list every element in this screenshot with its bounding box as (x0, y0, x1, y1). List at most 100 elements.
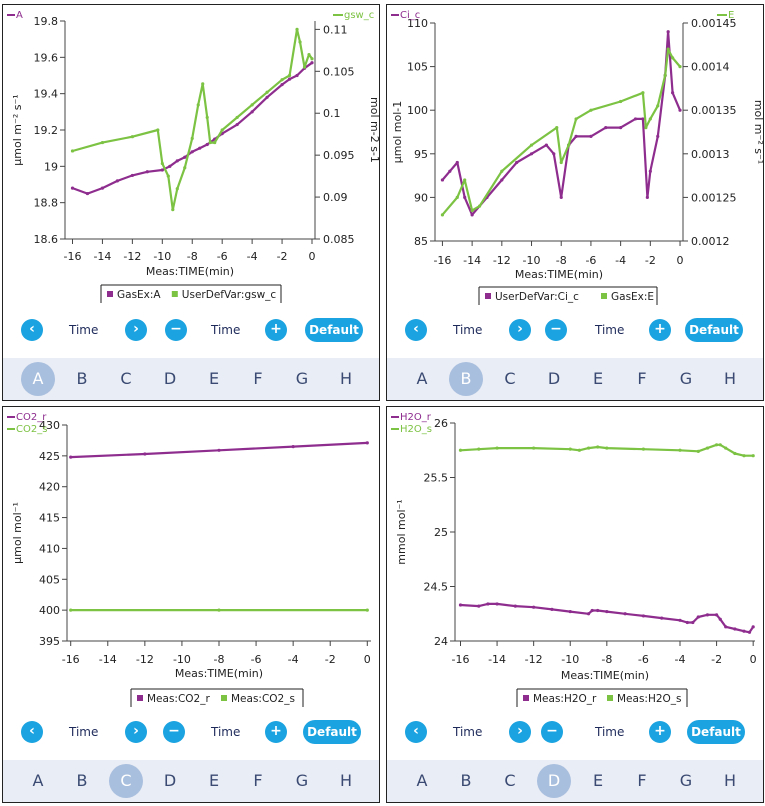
next-button[interactable]: › (125, 721, 147, 743)
data-point (69, 608, 73, 612)
y-axis-title-left: μmol m⁻² s⁻¹ (11, 94, 24, 165)
data-point (751, 454, 755, 458)
data-point (550, 607, 554, 611)
zoom-out-button[interactable]: − (163, 721, 185, 743)
next-button[interactable]: › (125, 319, 147, 341)
right-axis-label[interactable]: Time (595, 323, 625, 337)
tab-b[interactable]: B (449, 362, 483, 396)
y-tick-label-left: 410 (39, 542, 60, 555)
x-tick-label: -10 (173, 653, 191, 666)
tab-f[interactable]: F (253, 369, 263, 388)
x-tick-label: -14 (93, 250, 111, 263)
data-point (596, 445, 600, 449)
legend-swatch (171, 291, 178, 297)
tab-b[interactable]: B (76, 771, 88, 790)
next-button[interactable]: › (509, 721, 531, 743)
data-point (590, 608, 594, 613)
tab-g[interactable]: G (295, 369, 309, 388)
tab-c[interactable]: C (504, 771, 516, 790)
left-axis-label[interactable]: Time (453, 323, 483, 337)
tab-d[interactable]: D (163, 771, 177, 790)
tab-c[interactable]: C (504, 369, 516, 388)
right-axis-label[interactable]: Time (595, 725, 625, 739)
tab-h[interactable]: H (339, 369, 353, 388)
data-point (515, 160, 519, 165)
tab-a[interactable]: A (32, 771, 44, 790)
next-button[interactable]: › (509, 319, 531, 341)
tab-h[interactable]: H (723, 771, 737, 790)
tab-g[interactable]: G (295, 771, 309, 790)
tab-h[interactable]: H (339, 771, 353, 790)
y-tick-label-right: 0.105 (323, 65, 355, 78)
tab-a[interactable]: A (416, 369, 428, 388)
tab-d[interactable]: D (537, 764, 571, 798)
data-point (495, 602, 499, 606)
legend-label: UserDefVar:Ci_c (495, 291, 579, 303)
data-point (751, 625, 755, 629)
tab-f[interactable]: F (637, 369, 647, 388)
tab-e[interactable]: E (592, 369, 604, 388)
zoom-in-button[interactable]: + (265, 721, 287, 743)
tab-e[interactable]: E (208, 771, 220, 790)
left-axis-label[interactable]: Time (69, 323, 99, 337)
zoom-in-button[interactable]: + (649, 319, 671, 341)
y-tick-label-left: 25 (434, 526, 448, 539)
tab-f[interactable]: F (637, 771, 647, 790)
prev-button[interactable]: ‹ (405, 319, 427, 341)
x-tick-label: 0 (364, 653, 371, 666)
tab-g[interactable]: G (679, 369, 693, 388)
default-button[interactable]: Default (305, 318, 363, 342)
tab-bar-b: A B C D E F G H (387, 358, 763, 400)
y-tick-label-left: 425 (39, 450, 60, 463)
y-tick-label-left: 26 (434, 417, 448, 430)
data-point (559, 160, 563, 165)
data-point (365, 608, 369, 612)
prev-button[interactable]: ‹ (405, 721, 427, 743)
right-axis-label[interactable]: Time (211, 725, 241, 739)
right-axis-label[interactable]: Time (211, 323, 241, 337)
zoom-out-button[interactable]: − (545, 319, 567, 341)
tab-c[interactable]: C (109, 764, 143, 798)
x-tick-label: 0 (677, 254, 684, 267)
zoom-out-button[interactable]: − (165, 319, 187, 341)
tab-g[interactable]: G (679, 771, 693, 790)
x-tick-label: -2 (325, 653, 336, 666)
x-tick-label: -6 (251, 653, 262, 666)
data-point (513, 604, 517, 608)
x-tick-label: -14 (99, 653, 117, 666)
data-point (486, 602, 490, 606)
data-point (115, 179, 119, 183)
tab-b[interactable]: B (76, 369, 88, 388)
y-axis-title-left: mmol mol⁻¹ (395, 499, 408, 564)
x-tick-label: -4 (247, 250, 258, 263)
tab-d[interactable]: D (163, 369, 177, 388)
tab-b[interactable]: B (460, 771, 472, 790)
prev-button[interactable]: ‹ (21, 721, 43, 743)
tab-a[interactable]: A (21, 362, 55, 396)
x-tick-label: -4 (675, 653, 686, 666)
zoom-in-button[interactable]: + (265, 319, 287, 341)
tab-a[interactable]: A (416, 771, 428, 790)
tab-e[interactable]: E (208, 369, 220, 388)
tab-e[interactable]: E (592, 771, 604, 790)
zoom-in-button[interactable]: + (649, 721, 671, 743)
legend: UserDefVar:Ci_c GasEx:E (478, 286, 658, 305)
default-button[interactable]: Default (687, 720, 745, 744)
y-tick-label-left: 110 (407, 17, 428, 30)
data-point (190, 136, 194, 140)
zoom-out-button[interactable]: − (541, 721, 563, 743)
x-axis-title: Meas:TIME(min) (515, 268, 603, 281)
default-button[interactable]: Default (303, 720, 361, 744)
tab-h[interactable]: H (723, 369, 737, 388)
left-axis-label[interactable]: Time (69, 725, 99, 739)
left-axis-label[interactable]: Time (453, 725, 483, 739)
tab-c[interactable]: C (120, 369, 132, 388)
tab-d[interactable]: D (547, 369, 561, 388)
prev-button[interactable]: ‹ (21, 319, 43, 341)
tab-f[interactable]: F (253, 771, 263, 790)
corner-label-left: Ci_c (400, 10, 420, 21)
x-tick-label: -4 (615, 254, 626, 267)
data-point (589, 134, 593, 138)
default-button[interactable]: Default (685, 318, 743, 342)
y-axis-title-left: μmol mol⁻¹ (11, 502, 24, 564)
